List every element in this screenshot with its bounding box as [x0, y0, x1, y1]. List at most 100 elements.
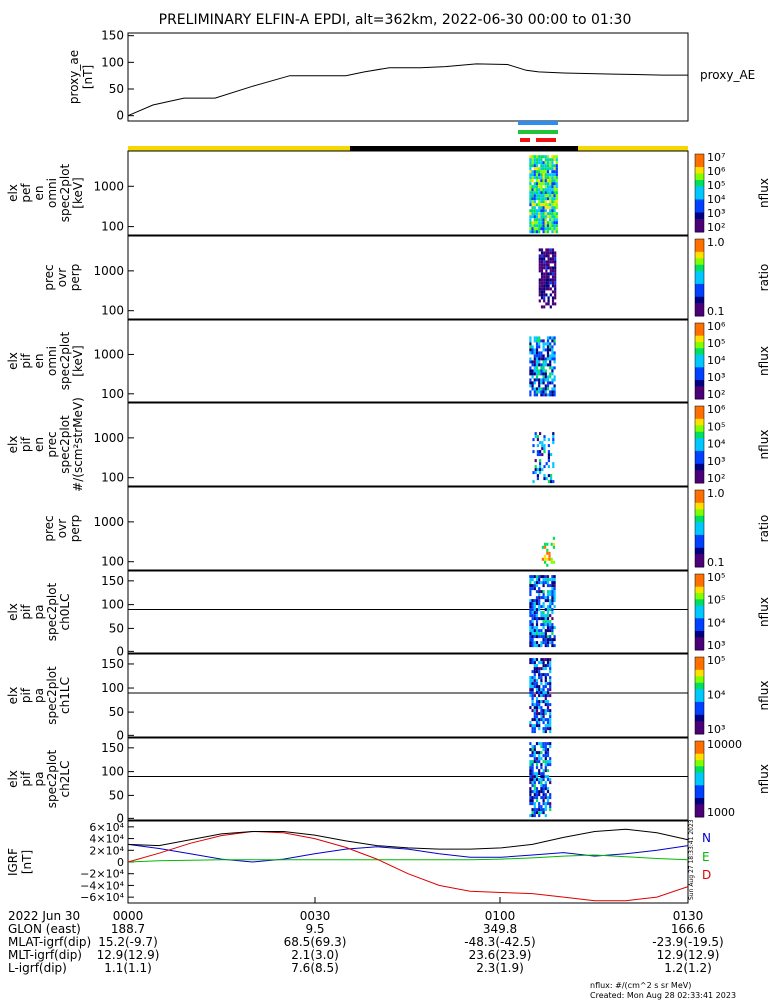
spectrogram-cell	[533, 155, 536, 159]
spectrogram-cell	[546, 206, 550, 210]
igrf-legend-e: E	[702, 850, 710, 864]
spectrogram-cell	[546, 605, 550, 609]
spectrogram-cell	[531, 808, 534, 812]
spectrogram-cell	[538, 587, 541, 591]
spectrogram-cell	[549, 658, 552, 662]
spectrogram-cell	[542, 357, 545, 361]
spectrogram-cell	[540, 185, 543, 189]
spectrogram-cell	[531, 176, 534, 180]
spectrogram-cell	[540, 745, 543, 749]
spectrogram-cell	[542, 802, 545, 806]
spectrogram-cell	[538, 691, 541, 695]
spectrogram-cell	[549, 194, 552, 198]
colorbar-tick-label: 10⁵	[707, 179, 725, 192]
spectrogram-cell	[542, 393, 545, 397]
spectrogram-cell	[538, 390, 541, 394]
spectrogram-cell	[542, 173, 545, 177]
colorbar-frame	[694, 573, 705, 651]
colorbar-segment	[695, 721, 704, 729]
spectrogram-cell	[544, 742, 547, 746]
spectrogram-cell	[543, 305, 546, 309]
spectrogram-cell	[549, 176, 552, 180]
spectrogram-cell	[553, 390, 556, 394]
spectrogram-cell	[551, 254, 555, 258]
spectrogram-cell	[554, 281, 557, 285]
igrf-frame	[127, 820, 689, 904]
spectrogram-cell	[544, 784, 547, 788]
spectrogram-cell	[538, 224, 541, 228]
colorbar-segment	[695, 515, 704, 523]
spectrogram-cell	[549, 269, 552, 273]
spectrogram-cell	[529, 203, 532, 207]
spectrogram-cell	[545, 260, 548, 264]
spectrogram-cell	[533, 366, 536, 370]
spectrogram-cell	[543, 450, 546, 454]
colorbar-segment	[695, 303, 704, 311]
spectrogram-cell	[535, 224, 539, 228]
panel-ylabel: pif	[19, 436, 33, 452]
spectrogram-cell	[540, 605, 543, 609]
spectrogram-cell	[538, 218, 541, 222]
spectrogram-cell	[529, 635, 532, 639]
spectrogram-cell	[551, 173, 554, 177]
spectrogram-cell	[549, 221, 552, 225]
colorbar-segment	[695, 586, 704, 594]
colorbar-segment	[695, 554, 704, 562]
spectrogram-cell	[531, 682, 534, 686]
spectrogram-cell	[531, 799, 534, 803]
spectrogram-cell	[549, 661, 552, 665]
spectrogram-cell	[542, 575, 545, 579]
spectrogram-cell	[546, 608, 550, 612]
spectrogram-cell	[538, 808, 541, 812]
spectrogram-cell	[551, 339, 554, 343]
colorbar-tick-label: 10³	[707, 371, 725, 384]
spectrogram-cell	[531, 694, 534, 698]
spectrogram-cell	[546, 742, 550, 746]
spectrogram-cell	[553, 209, 556, 213]
indicator-green-bar	[518, 130, 558, 134]
spectrogram-cell	[543, 266, 546, 270]
colorbar-segment	[695, 676, 704, 684]
spectrogram-cell	[549, 793, 552, 797]
spectrogram-cell	[547, 450, 550, 454]
spectrogram-cell	[547, 257, 550, 261]
spectrogram-cell	[538, 772, 541, 776]
spectrogram-cell	[531, 661, 534, 665]
spectrogram-cell	[542, 811, 545, 815]
spectrogram-cell	[551, 357, 554, 361]
spectrogram-cell	[540, 667, 543, 671]
spectrogram-cell	[546, 173, 550, 177]
spectrogram-cell	[535, 712, 539, 716]
spectrogram-cell	[553, 218, 556, 222]
spectrogram-cell	[535, 644, 539, 648]
spectrogram-cell	[546, 688, 550, 692]
spectrogram-cell	[555, 206, 558, 210]
spectrogram-cell	[540, 296, 544, 300]
spectrogram-cell	[535, 599, 539, 603]
colorbar-segment	[695, 342, 704, 349]
spectrogram-cell	[547, 453, 550, 457]
spectrogram-cell	[555, 218, 558, 222]
spectrogram-cell	[533, 372, 536, 376]
spectrogram-cell	[549, 287, 552, 291]
spectrogram-cell	[549, 185, 552, 189]
spectrogram-cell	[546, 787, 550, 791]
spectrogram-cell	[533, 161, 536, 165]
spectrogram-cell	[531, 679, 534, 683]
spectrogram-cell	[546, 721, 550, 725]
colorbar-segment	[695, 277, 704, 285]
spectrogram-cell	[551, 602, 554, 606]
spectrogram-cell	[542, 342, 545, 346]
spectrogram-cell	[535, 808, 539, 812]
spectrogram-cell	[535, 718, 539, 722]
spectrogram-cell	[540, 266, 544, 270]
spectrogram-cell	[552, 542, 555, 546]
spectrogram-cell	[533, 575, 536, 579]
spectrogram-cell	[529, 769, 532, 773]
spectrogram-cell	[549, 685, 552, 689]
orbit-time: 0030	[300, 909, 331, 923]
spectrogram-cell	[546, 661, 550, 665]
spectrogram-cell	[546, 638, 550, 642]
spectrogram-cell	[535, 161, 539, 165]
orbit-date: 2022 Jun 30	[8, 909, 80, 923]
